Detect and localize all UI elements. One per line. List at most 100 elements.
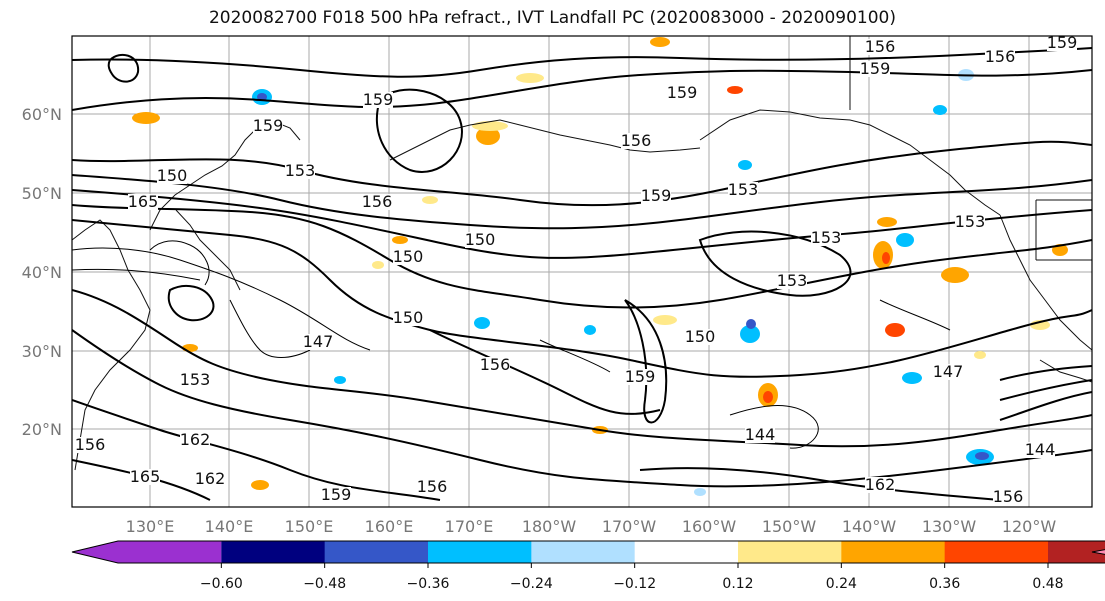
contour-label-background [621,133,651,149]
contour-label: 156 [621,131,652,150]
colorbar-segment [738,541,842,563]
contour-label-background [625,369,655,385]
contour-label-background [728,182,758,198]
contour-label: 165 [130,467,161,486]
contour-label-background [865,39,895,55]
colorbar-tick-label: −0.60 [200,576,243,592]
contour-label-background [180,372,210,388]
contour-label-background [362,194,392,210]
contour-label-background [811,230,841,246]
contour-label: 159 [321,485,352,504]
contour-label: 156 [480,355,511,374]
colorbar-segment [428,541,532,563]
latitude-label: 40°N [22,263,62,282]
contour-label: 153 [728,180,759,199]
contour-lines-thin [72,240,951,449]
contour-label-background [157,168,187,184]
contour-label-background [993,489,1023,505]
colorbar-tick-label: −0.12 [613,576,656,592]
longitude-label: 140°W [842,517,897,536]
longitude-label: 170°E [445,517,494,536]
contour-label: 156 [865,37,896,56]
colorbar: −0.60 −0.48 −0.36 −0.24 −0.12 0.12 0.24 0.36 0.4… [71,540,1105,592]
contour-label-background [465,232,495,248]
contour-lines [72,47,1092,501]
contour-label: 147 [303,332,334,351]
colorbar-segment [1048,541,1105,563]
contour-label-background [777,273,807,289]
contour-label-background [1047,36,1077,51]
contour-label: 150 [157,166,188,185]
contour-label: 156 [362,192,393,211]
contour-label-background [195,471,225,487]
contour-label: 153 [811,228,842,247]
longitude-label: 140°E [205,517,254,536]
contour-label-background [363,92,393,108]
contour-label: 162 [865,475,896,494]
contour-label: 150 [465,230,496,249]
contour-label: 159 [1047,33,1078,52]
colorbar-segment [531,541,636,563]
colorbar-tick-label: −0.48 [303,576,346,592]
contour-label-background [985,49,1015,65]
contour-label: 165 [128,192,159,211]
contour-label-background [321,487,351,503]
longitude-label: 130°W [922,517,977,536]
contour-label-background [745,427,775,443]
contour-label: 153 [777,271,808,290]
longitude-label: 160°W [682,517,737,536]
colorbar-segment [944,541,1049,563]
contour-label-background [865,477,895,493]
longitude-label: 170°W [602,517,657,536]
colorbar-segment [324,541,429,563]
contour-label: 162 [195,469,226,488]
contour-label: 159 [860,59,891,78]
shading-patches [132,37,1068,496]
map-title: 2020082700 F018 500 hPa refract., IVT La… [208,8,896,28]
contour-label: 156 [993,487,1024,506]
latitude-label: 20°N [22,420,62,439]
contour-label-background [180,432,210,448]
latitude-labels: 60°N 50°N 40°N 30°N 20°N [22,105,62,439]
contour-label-background [393,249,423,265]
contour-label: 153 [180,370,211,389]
contour-label-background [1025,442,1055,458]
contour-label-background [955,214,985,230]
longitude-label: 130°E [126,517,175,536]
contour-label-background [417,479,447,495]
contour-label: 144 [1025,440,1056,459]
latitude-label: 30°N [22,342,62,361]
contour-label: 159 [641,186,672,205]
longitude-label: 120°W [1002,517,1057,536]
map-border [71,35,1093,508]
contour-label-background [75,437,105,453]
latitude-label: 50°N [22,184,62,203]
contour-label: 162 [180,430,211,449]
contour-label: 153 [285,161,316,180]
contour-label: 156 [417,477,448,496]
contour-label: 159 [363,90,394,109]
contour-label-background [641,188,671,204]
contour-label-background [685,329,715,345]
contour-label-background [933,364,963,380]
contour-label-background [253,118,283,134]
contour-label: 150 [393,247,424,266]
longitude-labels: 130°E 140°E 150°E 160°E 170°E 180°W 170°W 160°W… [126,517,1057,536]
colorbar-segment [72,541,222,563]
contour-label: 156 [75,435,106,454]
colorbar-segment [634,541,739,563]
longitude-label: 150°E [285,517,334,536]
colorbar-tick-label: 0.36 [929,576,960,592]
longitude-label: 160°E [365,517,414,536]
colorbar-tick-label: −0.24 [510,576,553,592]
colorbar-tick-label: 0.24 [826,576,857,592]
longitude-label: 180°W [522,517,577,536]
contour-label: 144 [745,425,776,444]
contour-label-background [285,163,315,179]
colorbar-outline [71,540,1105,564]
contour-label: 147 [933,362,964,381]
contour-label-background [128,194,158,210]
contour-label: 159 [667,83,698,102]
contour-label-background [480,357,510,373]
